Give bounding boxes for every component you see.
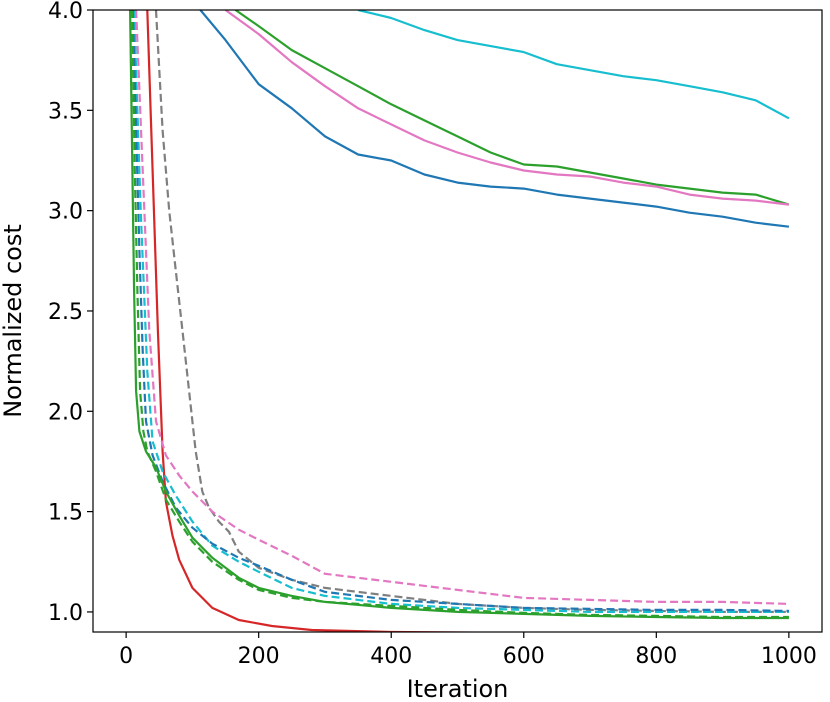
y-tick-label: 2.0: [48, 400, 83, 425]
x-axis-ticks: 0 200 400 600 800 1000: [119, 632, 817, 669]
x-tick-label: 600: [503, 644, 545, 669]
series-line-11-solid: [129, 10, 789, 620]
x-axis-label: Iteration: [407, 675, 509, 702]
x-tick-label: 800: [635, 644, 677, 669]
x-tick-label: 0: [119, 644, 133, 669]
series-line-9-dashed: [131, 10, 789, 612]
y-tick-label: 2.5: [48, 300, 83, 325]
y-axis-label: Normalized cost: [0, 224, 27, 418]
x-tick-label: 200: [238, 644, 280, 669]
y-tick-label: 1.0: [48, 601, 83, 626]
series-line-10-dashed: [131, 10, 789, 619]
plot-frame: [92, 9, 823, 633]
series-line-3-solid: [224, 10, 790, 206]
x-tick-label: 400: [370, 644, 412, 669]
y-axis-ticks: 1.0 1.5 2.0 2.5 3.0 3.5 4.0: [48, 0, 93, 626]
y-tick-label: 4.0: [48, 0, 83, 24]
series-line-7-dashed: [135, 10, 789, 605]
x-tick-label: 1000: [761, 644, 817, 669]
y-tick-label: 3.0: [48, 200, 83, 225]
series-lines: [129, 10, 790, 632]
y-tick-label: 3.5: [48, 99, 83, 124]
series-line-4-solid: [199, 10, 790, 228]
series-line-6-dashed: [154, 10, 789, 614]
series-line-1-solid: [357, 10, 790, 120]
series-line-2-solid: [234, 10, 790, 206]
series-line-5-solid: [146, 10, 557, 632]
y-tick-label: 1.5: [48, 501, 83, 526]
series-line-8-dashed: [133, 10, 789, 614]
